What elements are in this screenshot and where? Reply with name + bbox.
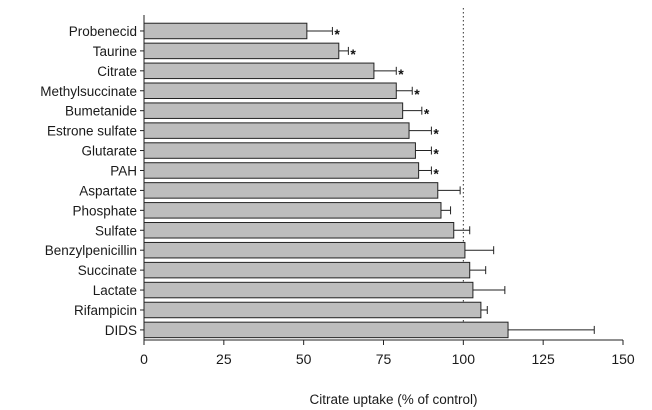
x-tick-label: 0 bbox=[140, 351, 148, 367]
category-label: Estrone sulfate bbox=[47, 124, 137, 139]
bar bbox=[143, 202, 442, 219]
significance-marker: * bbox=[398, 66, 404, 82]
bars-layer: Probenecid * Taurine * Citrate * Methylsuccina… bbox=[40, 8, 595, 340]
category-label: Lactate bbox=[93, 283, 137, 298]
bar bbox=[143, 321, 509, 339]
bar bbox=[143, 102, 404, 119]
category-label: Citrate bbox=[97, 64, 137, 79]
category-label: Succinate bbox=[78, 263, 137, 278]
bar bbox=[143, 182, 439, 199]
bar bbox=[143, 261, 471, 279]
bar bbox=[143, 281, 474, 299]
x-tick-label: 75 bbox=[376, 351, 392, 367]
significance-marker: * bbox=[424, 106, 430, 122]
bar bbox=[143, 122, 410, 139]
bar bbox=[143, 301, 482, 319]
significance-marker: * bbox=[414, 86, 420, 102]
significance-marker: * bbox=[433, 146, 439, 162]
category-label: Benzylpenicillin bbox=[45, 243, 137, 258]
bar bbox=[143, 42, 340, 60]
x-tick-label: 150 bbox=[611, 351, 635, 367]
bar bbox=[143, 22, 308, 40]
x-tick-label: 25 bbox=[216, 351, 232, 367]
significance-marker: * bbox=[334, 26, 340, 42]
category-label: PAH bbox=[110, 163, 137, 178]
significance-marker: * bbox=[350, 46, 356, 62]
category-label: DIDS bbox=[105, 323, 137, 338]
category-label: Bumetanide bbox=[65, 104, 137, 119]
category-label: Phosphate bbox=[72, 203, 137, 218]
category-label: Sulfate bbox=[95, 223, 137, 238]
bar bbox=[143, 142, 416, 159]
category-label: Methylsuccinate bbox=[40, 84, 137, 99]
x-tick-label: 125 bbox=[531, 351, 555, 367]
significance-marker: * bbox=[433, 126, 439, 142]
x-axis: 0 25 50 75 100 125 150 bbox=[140, 15, 635, 367]
category-label: Rifampicin bbox=[74, 303, 137, 318]
category-label: Probenecid bbox=[69, 24, 137, 39]
bar bbox=[143, 162, 420, 179]
x-tick-label: 50 bbox=[296, 351, 312, 367]
bar bbox=[143, 222, 455, 239]
x-tick-label: 100 bbox=[452, 351, 476, 367]
category-label: Glutarate bbox=[81, 144, 137, 159]
significance-marker: * bbox=[433, 165, 439, 181]
bar bbox=[143, 241, 466, 259]
x-axis-title: Citrate uptake (% of control) bbox=[309, 392, 477, 407]
category-label: Taurine bbox=[93, 44, 137, 59]
category-label: Aspartate bbox=[79, 183, 137, 198]
bar bbox=[143, 62, 375, 80]
bar bbox=[143, 82, 397, 100]
